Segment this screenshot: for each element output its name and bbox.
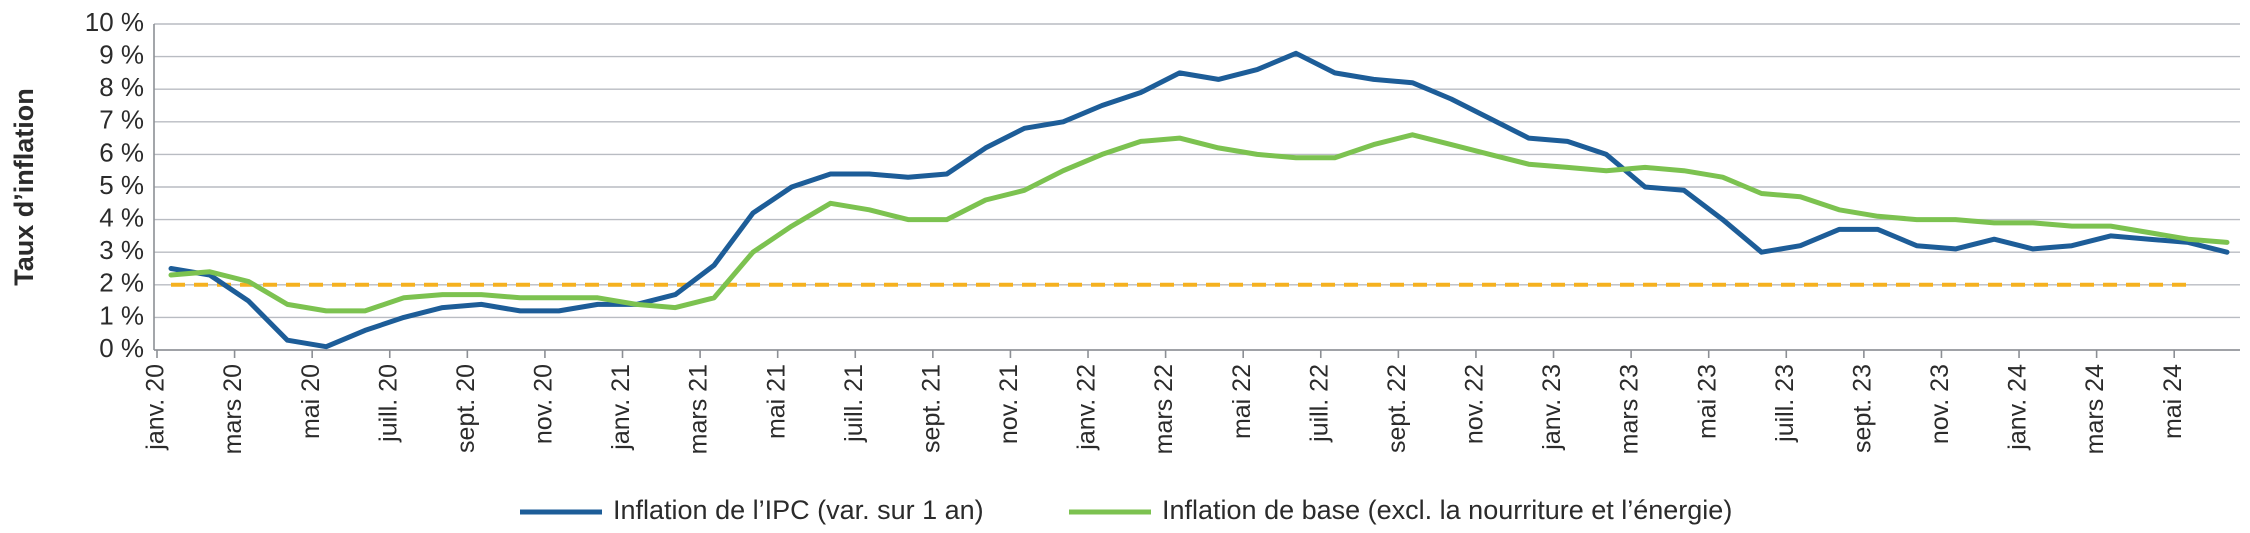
x-tick-label: sept. 21 [917,364,945,453]
x-tick-label: juill. 23 [1771,364,1799,443]
x-tick-label: sept. 20 [452,364,480,453]
y-tick-label: 2 % [99,268,144,298]
y-tick-label: 0 % [99,333,144,363]
legend-label: Inflation de base (excl. la nourriture e… [1162,495,1732,525]
x-tick-label: juill. 22 [1305,364,1333,443]
x-tick-label: mars 24 [2081,364,2109,454]
legend-label: Inflation de l’IPC (var. sur 1 an) [613,495,984,525]
x-tick-label: mars 22 [1150,364,1178,454]
x-tick-label: mars 21 [685,364,713,454]
x-tick-label: mai 22 [1228,364,1256,439]
x-tick-label: mars 20 [219,364,247,454]
y-tick-label: 7 % [99,105,144,135]
x-tick-label: mai 20 [297,364,325,439]
x-tick-label: janv. 22 [1073,364,1101,451]
x-tick-label: nov. 21 [995,364,1023,444]
x-tick-label: juill. 21 [840,364,868,443]
x-tick-label: nov. 22 [1461,364,1489,444]
y-tick-label: 4 % [99,202,144,232]
y-tick-label: 6 % [99,137,144,167]
x-tick-label: janv. 21 [607,364,635,451]
x-tick-label: juill. 20 [374,364,402,443]
x-tick-label: mars 23 [1616,364,1644,454]
x-tick-label: mai 23 [1693,364,1721,439]
y-tick-label: 10 % [85,7,144,37]
y-tick-label: 3 % [99,235,144,265]
y-tick-label: 9 % [99,39,144,69]
x-tick-label: mai 21 [762,364,790,439]
y-tick-label: 8 % [99,72,144,102]
series-line [168,132,2230,314]
x-tick-label: sept. 22 [1383,364,1411,453]
y-tick-label: 1 % [99,300,144,330]
x-tick-label: janv. 20 [142,364,170,451]
x-tick-label: nov. 23 [1926,364,1954,444]
x-tick-label: janv. 23 [1538,364,1566,451]
y-axis-label: Taux d’inflation [9,88,39,286]
y-tick-label: 5 % [99,170,144,200]
x-tick-label: sept. 23 [1848,364,1876,453]
x-tick-label: mai 24 [2159,364,2187,439]
x-tick-label: janv. 24 [2004,364,2032,451]
series-line [168,50,2230,350]
x-tick-label: nov. 20 [530,364,558,444]
